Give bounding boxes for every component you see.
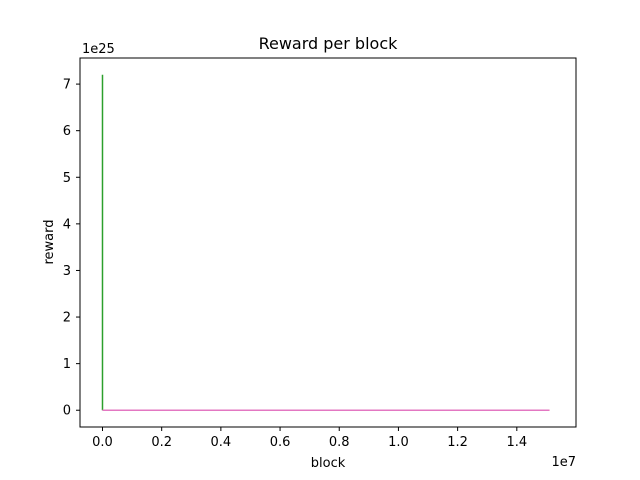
x-tick-label: 1.0: [388, 435, 409, 450]
y-offset-label: 1e25: [82, 42, 115, 57]
y-tick-label: 5: [63, 171, 71, 186]
x-tick-label: 1.4: [506, 435, 527, 450]
y-tick-label: 2: [63, 311, 71, 326]
plot-area: [79, 57, 577, 428]
x-tick-label: 0.2: [151, 435, 172, 450]
x-tick-label: 0.8: [329, 435, 350, 450]
chart-title: Reward per block: [259, 34, 399, 53]
axes-frame: [79, 57, 577, 428]
y-tick-label: 4: [63, 217, 71, 232]
x-axis-label: block: [311, 456, 346, 471]
x-tick-label: 0.6: [270, 435, 291, 450]
y-tick-label: 1: [63, 357, 71, 372]
y-tick-label: 3: [63, 264, 71, 279]
x-tick-label: 0.0: [92, 435, 113, 450]
y-axis-label: reward: [42, 219, 57, 264]
x-tick-label: 0.4: [211, 435, 232, 450]
x-axis-ticks: 0.0 0.2 0.4 0.6 0.8 1.0 1.2 1.4: [92, 427, 527, 450]
x-tick-label: 1.2: [447, 435, 468, 450]
y-tick-label: 7: [63, 78, 71, 93]
y-tick-label: 0: [63, 404, 71, 419]
y-axis-ticks: 0 1 2 3 4 5 6 7: [63, 78, 80, 419]
x-offset-label: 1e7: [551, 455, 576, 470]
series-layer: [101, 74, 550, 411]
y-tick-label: 6: [63, 124, 71, 139]
